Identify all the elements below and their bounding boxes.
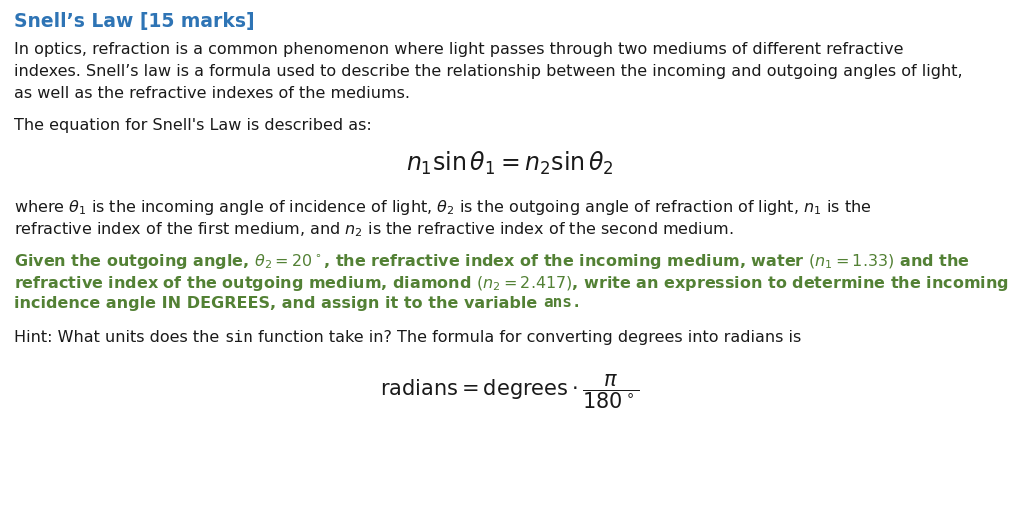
- Text: refractive index of the outgoing medium, diamond $(n_2 = 2.417)$, write an expre: refractive index of the outgoing medium,…: [14, 274, 1008, 293]
- Text: The equation for Snell's Law is described as:: The equation for Snell's Law is describe…: [14, 118, 371, 133]
- Text: In optics, refraction is a common phenomenon where light passes through two medi: In optics, refraction is a common phenom…: [14, 42, 903, 57]
- Text: $n_1 \sin \theta_1 = n_2 \sin \theta_2$: $n_1 \sin \theta_1 = n_2 \sin \theta_2$: [406, 150, 613, 177]
- Text: ans.: ans.: [542, 295, 581, 310]
- Text: Given the outgoing angle, $\theta_2 = 20^\circ$, the refractive index of the inc: Given the outgoing angle, $\theta_2 = 20…: [14, 252, 969, 271]
- Text: sin: sin: [224, 330, 253, 345]
- Text: incidence angle IN DEGREES, and assign it to the variable: incidence angle IN DEGREES, and assign i…: [14, 296, 542, 311]
- Text: indexes. Snell’s law is a formula used to describe the relationship between the : indexes. Snell’s law is a formula used t…: [14, 64, 962, 79]
- Text: as well as the refractive indexes of the mediums.: as well as the refractive indexes of the…: [14, 86, 410, 101]
- Text: where $\theta_1$ is the incoming angle of incidence of light, $\theta_2$ is the : where $\theta_1$ is the incoming angle o…: [14, 198, 870, 217]
- Text: Snell’s Law [15 marks]: Snell’s Law [15 marks]: [14, 12, 255, 31]
- Text: incidence angle IN DEGREES, and assign it to the variable: incidence angle IN DEGREES, and assign i…: [14, 296, 542, 311]
- Text: function take in? The formula for converting degrees into radians is: function take in? The formula for conver…: [253, 330, 801, 345]
- Text: Hint: What units does the: Hint: What units does the: [14, 330, 224, 345]
- Text: refractive index of the first medium, and $n_2$ is the refractive index of the s: refractive index of the first medium, an…: [14, 220, 733, 238]
- Text: $\mathrm{radians} = \mathrm{degrees} \cdot \dfrac{\pi}{180^\circ}$: $\mathrm{radians} = \mathrm{degrees} \cd…: [380, 372, 639, 411]
